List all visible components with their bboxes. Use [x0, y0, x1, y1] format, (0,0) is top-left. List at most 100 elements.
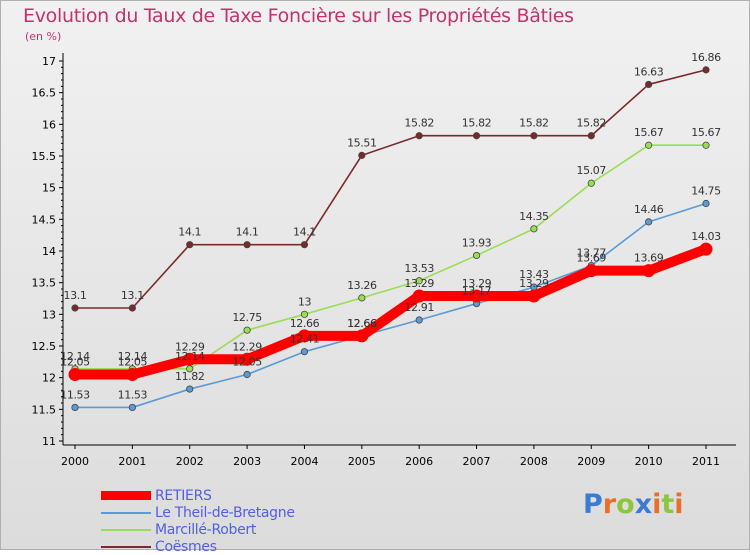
y-tick-label: 16 — [42, 118, 56, 131]
data-point — [358, 151, 366, 159]
series-line-0 — [75, 244, 708, 380]
data-point — [645, 141, 653, 149]
x-tick-label: 2005 — [348, 455, 376, 468]
legend-item-retiers: RETIERS — [101, 487, 295, 504]
data-point — [186, 385, 194, 393]
y-tick-label: 12 — [42, 372, 56, 385]
data-label: 12.14 — [60, 350, 90, 363]
x-tick-label: 2003 — [233, 455, 261, 468]
y-tick-label: 11 — [42, 435, 56, 448]
data-label: 13.26 — [347, 279, 377, 292]
series-line-3 — [75, 69, 707, 309]
data-label: 14.1 — [236, 226, 259, 239]
x-tick-label: 2008 — [520, 455, 548, 468]
logo-letter: t — [661, 489, 675, 520]
data-label: 12.66 — [347, 317, 377, 330]
data-label: 13.93 — [462, 236, 492, 249]
data-label: 12.75 — [232, 311, 262, 324]
data-label: 12.66 — [290, 317, 320, 330]
data-point — [530, 225, 538, 233]
data-point — [530, 132, 538, 140]
data-label: 15.07 — [577, 164, 607, 177]
data-point — [300, 310, 309, 318]
data-point — [702, 141, 710, 149]
data-label: 12.66 — [347, 317, 377, 330]
data-label: 12.41 — [290, 333, 320, 346]
data-point — [642, 264, 656, 278]
data-point — [240, 352, 254, 366]
data-label: 12.29 — [232, 340, 262, 353]
y-tick-label: 15 — [42, 182, 56, 195]
data-point — [645, 80, 653, 89]
y-tick-label: 14 — [42, 245, 56, 258]
data-label: 13.29 — [519, 277, 549, 290]
data-point — [186, 241, 194, 249]
data-point — [183, 352, 197, 366]
logo-letter: r — [602, 489, 617, 520]
x-tick-label: 2010 — [635, 455, 663, 468]
data-label: 15.82 — [519, 117, 549, 130]
y-tick-label: 14.5 — [32, 213, 57, 226]
data-label: 16.63 — [634, 65, 664, 78]
data-label: 13.17 — [462, 285, 492, 298]
x-tick-label: 2004 — [290, 455, 318, 468]
legend-item-marcille: Marcillé-Robert — [101, 521, 295, 538]
data-label: 15.82 — [577, 117, 607, 130]
y-tick-label: 15.5 — [32, 150, 57, 163]
logo-letter: i — [674, 489, 684, 520]
legend-swatch-le-theil — [101, 511, 151, 514]
data-point — [128, 403, 136, 412]
data-point — [125, 368, 139, 381]
legend-label-marcille: Marcillé-Robert — [155, 521, 257, 538]
data-point — [699, 242, 713, 256]
y-tick-label: 16.5 — [32, 87, 57, 100]
data-point — [355, 329, 369, 343]
data-label: 13.53 — [404, 262, 434, 275]
data-label: 13.1 — [64, 289, 87, 302]
data-point — [415, 316, 423, 324]
data-point — [243, 370, 251, 379]
x-tick-label: 2001 — [118, 455, 146, 468]
data-point — [68, 368, 82, 381]
chart-title: Evolution du Taux de Taxe Foncière sur l… — [23, 5, 574, 27]
data-point — [587, 132, 595, 140]
data-labels: 12.05 12.05 12.29 12.29 12.66 12.66 13.29 13.29… — [60, 51, 721, 402]
data-label: 14.46 — [634, 203, 664, 216]
y-tick-label: 12.5 — [32, 340, 57, 353]
data-label: 15.82 — [462, 117, 492, 130]
data-point — [71, 304, 79, 312]
data-label: 12.05 — [232, 356, 262, 369]
data-point — [527, 289, 541, 303]
data-label: 11.53 — [118, 388, 148, 401]
data-point — [645, 218, 653, 226]
chart-subtitle: (en %) — [25, 30, 62, 43]
logo-letter: P — [583, 489, 603, 520]
y-tick-label: 17 — [42, 55, 56, 68]
series-lines — [68, 66, 713, 412]
data-point — [415, 132, 423, 140]
series-line-2 — [75, 144, 706, 370]
logo-letter: x — [634, 489, 653, 520]
data-label: 13.77 — [577, 247, 607, 260]
data-label: 15.82 — [404, 117, 434, 130]
legend-item-le-theil: Le Theil-de-Bretagne — [101, 504, 295, 521]
data-label: 16.86 — [691, 51, 721, 64]
data-point — [472, 132, 481, 140]
data-point — [587, 179, 595, 187]
x-tick-label: 2000 — [61, 455, 89, 468]
data-label: 13.1 — [121, 289, 144, 302]
data-point — [358, 294, 366, 302]
data-point — [472, 251, 481, 260]
data-point — [702, 66, 710, 74]
data-label: 14.75 — [691, 185, 721, 198]
data-label: 13.69 — [634, 252, 664, 265]
proxiti-logo: Proxiti — [583, 489, 684, 520]
legend-label-coesmes: Coësmes — [155, 538, 217, 555]
data-label: 14.03 — [691, 230, 721, 243]
data-point — [470, 289, 484, 303]
data-label: 13.29 — [462, 277, 492, 290]
data-point — [71, 403, 79, 412]
legend-label-retiers: RETIERS — [155, 487, 212, 504]
